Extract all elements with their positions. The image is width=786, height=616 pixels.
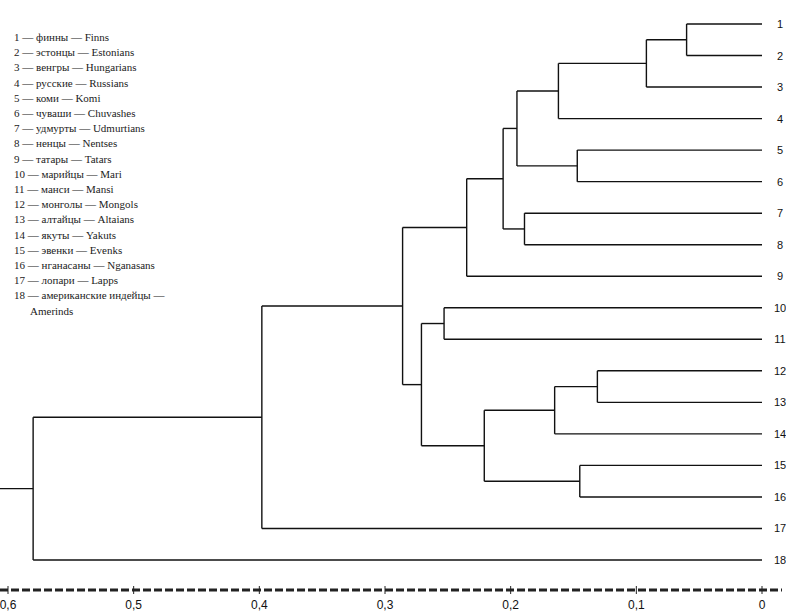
link [580, 465, 762, 466]
link [580, 496, 762, 497]
leaf-label: 15 [774, 459, 786, 471]
leaf-name: 2 — эстонцы — Estonians [8, 45, 180, 60]
link [577, 181, 762, 182]
link [33, 417, 262, 418]
leaf-name: 7 — удмурты — Udmurtians [8, 121, 180, 136]
link [262, 305, 403, 306]
leaf-label: 1 [777, 18, 783, 30]
x-tick [510, 586, 511, 594]
leaf-label: 8 [777, 239, 783, 251]
link [646, 39, 686, 40]
leaf-name: 18 — американские индейцы — Amerinds [8, 288, 180, 318]
root-stub [0, 488, 33, 489]
link [687, 23, 762, 24]
x-tick [133, 586, 134, 594]
leaf-label: 3 [777, 81, 783, 93]
x-tick [8, 586, 9, 594]
link [467, 178, 503, 179]
leaf-name: 12 — монголы — Mongols [8, 197, 180, 212]
leaf-label: 4 [777, 113, 783, 125]
link [687, 55, 762, 56]
leaf-label: 12 [774, 365, 786, 377]
link [597, 370, 762, 371]
leaf-label: 14 [774, 428, 786, 440]
link [555, 386, 598, 387]
leaf-label: 10 [774, 302, 786, 314]
link [421, 323, 444, 324]
link [517, 90, 558, 91]
leaf-label: 16 [774, 491, 786, 503]
x-tick-label: 0 [759, 598, 766, 612]
leaf-label: 11 [774, 333, 785, 345]
leaf-label: 7 [777, 207, 783, 219]
link [484, 410, 554, 411]
link [444, 307, 762, 308]
link [33, 559, 762, 560]
x-tick-label: 0,4 [251, 598, 268, 612]
x-tick [762, 586, 763, 594]
link [403, 384, 422, 385]
leaf-label: 18 [774, 554, 786, 566]
x-tick [259, 586, 260, 594]
link [503, 228, 524, 229]
leaf-name: 4 — русские — Russians [8, 76, 180, 91]
leaf-name: 11 — манси — Mansi [8, 182, 180, 197]
leaf-name-list: 1 — финны — Finns2 — эстонцы — Estonians… [8, 30, 180, 319]
leaf-label: 6 [777, 176, 783, 188]
leaf-name: 10 — марийцы — Mari [8, 167, 180, 182]
leaf-name: 6 — чуваши — Chuvashes [8, 106, 180, 121]
x-tick [636, 586, 637, 594]
link [558, 63, 646, 64]
x-tick-label: 0,3 [377, 598, 394, 612]
leaf-label: 2 [777, 50, 783, 62]
x-tick-label: 0,2 [502, 598, 519, 612]
x-axis [0, 589, 782, 592]
leaf-name: 16 — нганасаны — Nganasans [8, 258, 180, 273]
link [517, 165, 577, 166]
leaf-label: 5 [777, 144, 783, 156]
link [524, 244, 762, 245]
x-tick-label: 0,1 [628, 598, 645, 612]
x-tick-label: 0,5 [125, 598, 142, 612]
link [503, 128, 517, 129]
leaf-name: 8 — ненцы — Nentses [8, 136, 180, 151]
leaf-label: 9 [777, 270, 783, 282]
link [524, 212, 762, 213]
link [421, 445, 484, 446]
link [444, 339, 762, 340]
leaf-name: 17 — лопари — Lapps [8, 273, 180, 288]
dendrogram [0, 24, 762, 560]
link [646, 86, 762, 87]
leaf-name: 5 — коми — Komi [8, 91, 180, 106]
leaf-name: 1 — финны — Finns [8, 30, 180, 45]
link [558, 118, 762, 119]
leaf-label: 13 [774, 396, 786, 408]
link [467, 276, 762, 277]
link [262, 528, 762, 529]
leaf-name: 14 — якуты — Yakuts [8, 228, 180, 243]
leaf-label: 17 [774, 522, 786, 534]
x-tick [385, 586, 386, 594]
link [484, 480, 580, 481]
leaf-name: 13 — алтайцы — Altaians [8, 212, 180, 227]
x-tick-label: 0,6 [0, 598, 17, 612]
link [597, 402, 762, 403]
leaf-name: 3 — венгры — Hungarians [8, 60, 180, 75]
link [555, 433, 762, 434]
link [577, 149, 762, 150]
leaf-name: 9 — татары — Tatars [8, 152, 180, 167]
link [403, 227, 467, 228]
leaf-name: 15 — эвенки — Evenks [8, 243, 180, 258]
